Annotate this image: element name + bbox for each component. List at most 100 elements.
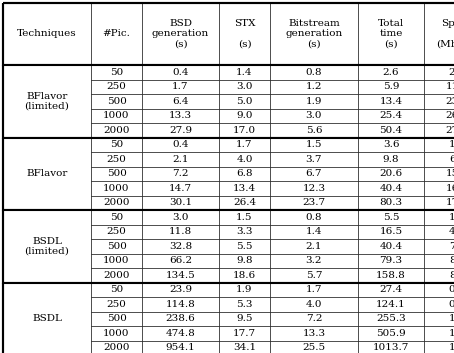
- Text: 1.4: 1.4: [449, 343, 454, 352]
- Bar: [219, 123, 270, 138]
- Bar: [424, 123, 454, 138]
- Text: 17.7: 17.7: [233, 329, 256, 338]
- Text: 50: 50: [110, 140, 123, 149]
- Text: 1000: 1000: [103, 329, 130, 338]
- Text: 0.5: 0.5: [449, 300, 454, 309]
- Text: 505.9: 505.9: [376, 329, 406, 338]
- Bar: [270, 225, 358, 239]
- Text: 1.7: 1.7: [236, 140, 253, 149]
- Bar: [424, 297, 454, 311]
- Text: 8.4: 8.4: [449, 256, 454, 265]
- Bar: [3, 210, 91, 282]
- Text: 3.7: 3.7: [306, 155, 322, 164]
- Bar: [219, 152, 270, 167]
- Bar: [219, 239, 270, 253]
- Bar: [142, 167, 219, 181]
- Text: 26.2: 26.2: [445, 111, 454, 120]
- Text: 13.4: 13.4: [380, 97, 403, 106]
- Bar: [424, 138, 454, 152]
- Bar: [424, 3, 454, 65]
- Bar: [358, 326, 424, 341]
- Text: 14.7: 14.7: [169, 184, 192, 193]
- Bar: [219, 253, 270, 268]
- Text: BSDL: BSDL: [32, 314, 62, 323]
- Text: 2.2: 2.2: [449, 68, 454, 77]
- Bar: [91, 181, 142, 196]
- Bar: [270, 239, 358, 253]
- Text: 7.2: 7.2: [306, 314, 322, 323]
- Bar: [424, 108, 454, 123]
- Bar: [142, 123, 219, 138]
- Bar: [270, 181, 358, 196]
- Text: 26.4: 26.4: [233, 198, 256, 207]
- Bar: [424, 65, 454, 79]
- Bar: [358, 297, 424, 311]
- Text: 5.5: 5.5: [236, 242, 253, 251]
- Bar: [424, 282, 454, 297]
- Text: 6.8: 6.8: [236, 169, 253, 178]
- Bar: [424, 225, 454, 239]
- Text: 1.7: 1.7: [306, 285, 322, 294]
- Bar: [91, 3, 142, 65]
- Text: 12.3: 12.3: [302, 184, 326, 193]
- Bar: [358, 138, 424, 152]
- Bar: [219, 138, 270, 152]
- Text: 9.8: 9.8: [236, 256, 253, 265]
- Bar: [270, 152, 358, 167]
- Text: 2.1: 2.1: [172, 155, 189, 164]
- Bar: [3, 210, 454, 282]
- Text: 2000: 2000: [103, 343, 130, 352]
- Text: 5.6: 5.6: [306, 126, 322, 135]
- Text: 27.9: 27.9: [169, 126, 192, 135]
- Text: #Pic.: #Pic.: [103, 30, 130, 38]
- Text: 25.4: 25.4: [380, 111, 403, 120]
- Text: 30.1: 30.1: [169, 198, 192, 207]
- Bar: [270, 167, 358, 181]
- Text: 1013.7: 1013.7: [373, 343, 409, 352]
- Bar: [424, 181, 454, 196]
- Bar: [358, 167, 424, 181]
- Text: 18.6: 18.6: [233, 271, 256, 280]
- Text: 1.7: 1.7: [172, 82, 189, 91]
- Bar: [219, 79, 270, 94]
- Bar: [219, 225, 270, 239]
- Bar: [219, 181, 270, 196]
- Text: 1.4: 1.4: [236, 68, 253, 77]
- Text: 250: 250: [107, 82, 126, 91]
- Bar: [219, 94, 270, 108]
- Text: 9.0: 9.0: [236, 111, 253, 120]
- Text: 250: 250: [107, 227, 126, 236]
- Bar: [219, 311, 270, 326]
- Text: 23.9: 23.9: [169, 285, 192, 294]
- Text: 3.6: 3.6: [383, 140, 399, 149]
- Bar: [142, 239, 219, 253]
- Bar: [142, 297, 219, 311]
- Text: 34.1: 34.1: [233, 343, 256, 352]
- Text: 7.8: 7.8: [449, 242, 454, 251]
- Bar: [142, 79, 219, 94]
- Bar: [358, 282, 424, 297]
- Text: 50: 50: [110, 68, 123, 77]
- Text: 40.4: 40.4: [380, 184, 403, 193]
- Text: 27.4: 27.4: [380, 285, 403, 294]
- Bar: [142, 225, 219, 239]
- Bar: [91, 123, 142, 138]
- Bar: [91, 311, 142, 326]
- Text: 80.3: 80.3: [380, 198, 403, 207]
- Bar: [424, 94, 454, 108]
- Bar: [142, 210, 219, 225]
- Text: 23.7: 23.7: [302, 198, 326, 207]
- Bar: [142, 253, 219, 268]
- Text: BFlavor
(limited): BFlavor (limited): [25, 91, 69, 111]
- Text: 4.0: 4.0: [236, 155, 253, 164]
- Bar: [270, 297, 358, 311]
- Text: 3.0: 3.0: [306, 111, 322, 120]
- Text: 250: 250: [107, 155, 126, 164]
- Text: 4.0: 4.0: [306, 300, 322, 309]
- Bar: [219, 167, 270, 181]
- Bar: [270, 253, 358, 268]
- Text: 1.2: 1.2: [306, 82, 322, 91]
- Bar: [91, 268, 142, 282]
- Bar: [142, 108, 219, 123]
- Bar: [358, 210, 424, 225]
